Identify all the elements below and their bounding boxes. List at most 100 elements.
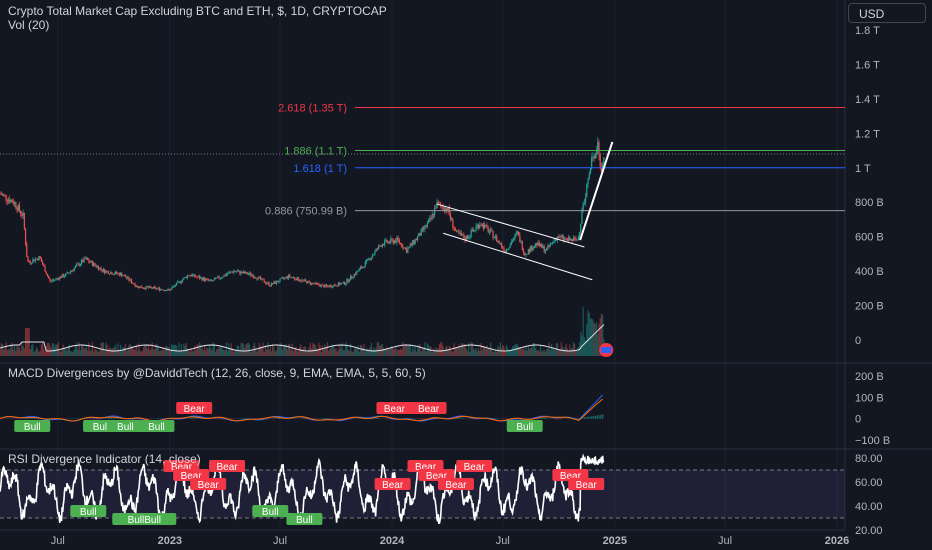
candle-body: [66, 272, 68, 274]
candle-body: [401, 243, 403, 247]
candle-body: [21, 214, 23, 216]
candle-body: [393, 240, 396, 244]
volume-bar: [544, 351, 547, 356]
macd-histogram-bar: [379, 418, 381, 419]
currency-button[interactable]: USD: [848, 3, 926, 23]
macd-histogram-bar: [222, 418, 224, 420]
volume-bar: [373, 347, 375, 356]
volume-bar: [341, 343, 343, 356]
candle-body: [363, 266, 365, 268]
candle-body: [531, 246, 533, 251]
candle-body: [481, 223, 483, 226]
volume-bar: [340, 348, 342, 356]
volume-bar: [486, 345, 488, 356]
volume-bar: [365, 348, 368, 356]
candle-body: [521, 241, 523, 250]
volume-bar: [105, 342, 107, 356]
macd-histogram-bar: [244, 418, 246, 419]
macd-histogram-bar: [578, 418, 580, 419]
candle-body: [583, 202, 585, 204]
candle-body: [235, 271, 237, 273]
macd-histogram-bar: [329, 418, 332, 419]
candle-body: [345, 283, 347, 285]
volume-bar: [336, 351, 338, 356]
candle-body: [37, 258, 39, 261]
volume-bar: [244, 347, 246, 356]
fib-label: 2.618 (1.35 T): [278, 103, 347, 115]
volume-bar: [376, 342, 379, 356]
macd-histogram-bar: [32, 417, 34, 419]
candle-body: [133, 283, 135, 285]
volume-bar: [74, 345, 77, 356]
candle-body: [192, 274, 195, 276]
candle-body: [116, 271, 118, 274]
candle-body: [404, 247, 407, 249]
volume-bar: [319, 345, 321, 356]
candle-body: [388, 241, 391, 243]
candle-body: [112, 274, 114, 276]
candle-body: [379, 245, 381, 247]
candle-body: [110, 272, 112, 274]
price-tick-label: 600 B: [855, 232, 884, 244]
volume-bar: [583, 337, 585, 356]
candle-body: [402, 246, 404, 249]
macd-histogram-bar: [472, 418, 474, 420]
candle-body: [485, 224, 487, 226]
volume-bar: [132, 347, 134, 356]
candle-body: [492, 230, 494, 238]
candle-body: [117, 273, 119, 275]
candle-body: [188, 275, 190, 277]
volume-bar: [143, 347, 145, 356]
macd-panel[interactable]: Bull Bull Bull Bull Bear Bear Bear Bull: [0, 394, 604, 433]
macd-histogram-bar: [587, 416, 589, 419]
volume-bar: [563, 349, 565, 356]
volume-bar: [408, 345, 410, 356]
volume-bar: [217, 348, 219, 356]
price-panel[interactable]: 2.618 (1.35 T) 1.886 (1.1 T) 1.618 (1 T) 0.…: [0, 103, 845, 292]
candle-body: [80, 260, 83, 265]
volume-bar: [296, 350, 298, 356]
grid: [0, 0, 932, 531]
candle-body: [425, 225, 427, 227]
candle-body: [214, 277, 217, 280]
volume-bar: [431, 351, 433, 356]
rsi-panel[interactable]: BearBearBearBearBullBullBullBullBullBear…: [0, 453, 845, 526]
macd-histogram-bar: [233, 418, 235, 420]
candle-body: [329, 285, 331, 288]
macd-histogram-bar: [339, 418, 341, 420]
candle-body: [496, 236, 498, 242]
candle-body: [6, 200, 8, 202]
candle-body: [451, 218, 453, 220]
candle-body: [413, 240, 415, 244]
volume-bar: [309, 342, 312, 356]
macd-histogram-bar: [326, 418, 328, 419]
volume-bar: [368, 348, 370, 356]
candle-body: [561, 236, 564, 237]
volume-bar: [352, 351, 354, 356]
volume-bar: [180, 343, 183, 356]
candle-body: [162, 289, 164, 291]
candle-body: [536, 243, 538, 246]
macd-histogram-bar: [23, 418, 25, 419]
macd-histogram-bar: [218, 418, 220, 420]
macd-histogram-bar: [569, 418, 571, 419]
macd-histogram-bar: [558, 418, 560, 420]
candle-body: [230, 271, 232, 273]
candle-body: [494, 236, 497, 238]
volume-bar: [459, 347, 461, 356]
volume-bar: [200, 344, 202, 356]
volume-bar: [10, 344, 12, 356]
volume-bar: [337, 349, 340, 356]
volume-bar: [359, 345, 361, 356]
candle-body: [384, 240, 386, 246]
volume-bar: [541, 351, 543, 356]
volume-bar: [454, 348, 456, 356]
macd-histogram-bar: [408, 417, 410, 419]
volume-bar: [560, 342, 562, 356]
candle-body: [586, 183, 588, 197]
macd-histogram-bar: [528, 418, 531, 419]
volume-bar: [342, 350, 344, 356]
candle-body: [359, 267, 361, 269]
volume-bar: [330, 347, 332, 356]
